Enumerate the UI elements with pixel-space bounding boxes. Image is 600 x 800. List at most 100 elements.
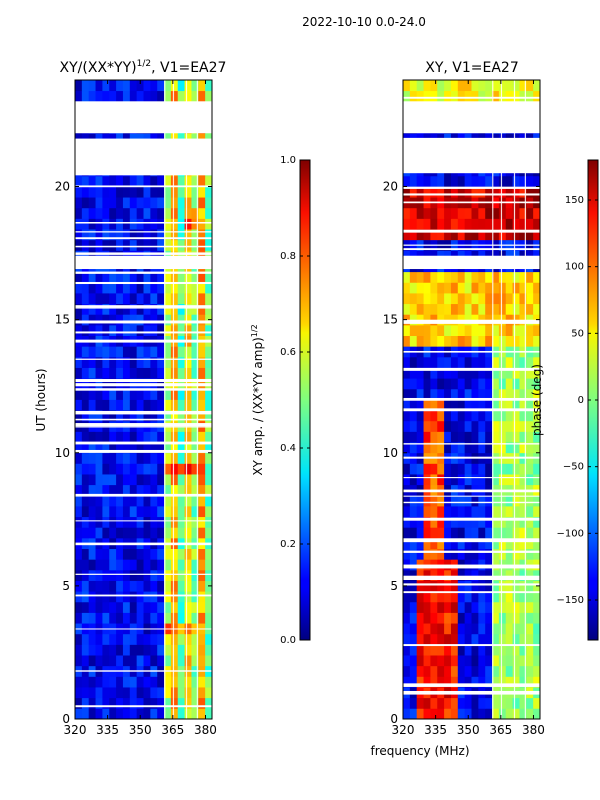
amplitude-cell: [95, 431, 103, 443]
amplitude-cell: [170, 601, 179, 613]
amplitude-flag-line: [75, 222, 212, 224]
amplitude-cell: [95, 282, 103, 294]
phase-cell: [498, 548, 507, 560]
phase-cell: [416, 229, 424, 241]
phase-cell: [505, 410, 513, 422]
amplitude-cell: [81, 356, 90, 368]
amplitude-channel-gap: [185, 80, 188, 719]
amplitude-cell: [191, 90, 199, 102]
phase-flag-line: [403, 685, 540, 687]
amplitude-cell: [81, 442, 90, 454]
phase-cell: [457, 303, 466, 315]
phase-cell: [457, 655, 466, 667]
phase-cell: [403, 399, 411, 411]
amplitude-cell: [116, 569, 124, 581]
phase-cell: [478, 548, 486, 560]
phase-cell: [457, 633, 466, 645]
phase-cell: [498, 676, 507, 688]
amplitude-cell: [129, 282, 138, 294]
phase-cell: [512, 591, 520, 603]
phase-cell: [423, 495, 431, 507]
amplitude-y-label: UT (hours): [34, 368, 48, 431]
phase-cell: [533, 218, 541, 230]
phase-cell: [485, 612, 493, 624]
amplitude-cell: [143, 197, 151, 209]
phase-cell: [498, 378, 507, 390]
phase-cell: [464, 697, 472, 709]
amplitude-cell: [170, 655, 179, 667]
phase-cell: [505, 612, 513, 624]
phase-cell: [430, 431, 438, 443]
amplitude-cell: [75, 506, 83, 518]
amplitude-cell: [109, 548, 117, 560]
phase-cell: [464, 356, 472, 368]
amplitude-cell: [81, 612, 90, 624]
phase-cell: [437, 218, 445, 230]
phase-cell: [403, 293, 411, 305]
amplitude-cell: [116, 474, 124, 486]
amplitude-cell: [75, 644, 83, 656]
phase-cell: [450, 676, 459, 688]
amplitude-cell: [75, 474, 83, 486]
phase-cell: [430, 527, 438, 539]
amplitude-cell: [164, 644, 172, 656]
phase-cell: [492, 527, 500, 539]
amplitude-cell: [184, 239, 192, 251]
amplitude-cell: [170, 324, 179, 336]
amplitude-cell: [136, 527, 144, 539]
phase-cell: [505, 282, 513, 294]
amplitude-cell: [122, 484, 131, 496]
amplitude-cell: [75, 495, 83, 507]
amplitude-cell: [122, 452, 131, 464]
phase-cell: [409, 601, 418, 613]
amplitude-cell: [116, 708, 124, 720]
phase-cell: [505, 335, 513, 347]
phase-cell: [478, 474, 486, 486]
amplitude-cell: [170, 410, 179, 422]
amplitude-cell: [109, 516, 117, 528]
amplitude-cell: [150, 431, 158, 443]
amplitude-cell: [177, 207, 185, 219]
phase-cell: [471, 591, 479, 603]
amplitude-cell: [102, 346, 110, 358]
phase-cell: [505, 537, 513, 549]
amplitude-cell: [198, 80, 206, 92]
phase-cell: [444, 537, 452, 549]
phase-cell: [430, 442, 438, 454]
amplitude-cell: [170, 388, 179, 400]
amplitude-cell: [136, 218, 144, 230]
amplitude-cell: [102, 580, 110, 592]
phase-cell: [416, 580, 424, 592]
phase-cell: [430, 186, 438, 198]
amplitude-cell: [81, 474, 90, 486]
amplitude-cell: [205, 303, 213, 315]
phase-cell: [519, 708, 527, 720]
phase-cell: [403, 324, 411, 336]
amplitude-cell: [170, 527, 179, 539]
amplitude-cell: [109, 655, 117, 667]
phase-cell: [505, 186, 513, 198]
phase-cell: [505, 356, 513, 368]
amplitude-cell: [129, 431, 138, 443]
phase-cell: [464, 665, 472, 677]
amplitude-cell: [150, 367, 158, 379]
amplitude-cell: [136, 431, 144, 443]
phase-cell: [464, 367, 472, 379]
phase-cell: [430, 537, 438, 549]
phase-cell: [478, 644, 486, 656]
amplitude-cell: [177, 612, 185, 624]
phase-cell: [478, 612, 486, 624]
phase-cell: [430, 175, 438, 187]
phase-cell: [526, 378, 534, 390]
amplitude-cell: [136, 452, 144, 464]
amplitude-cell: [95, 80, 103, 92]
phase-cell: [437, 442, 445, 454]
phase-cell: [403, 516, 411, 528]
amplitude-cell: [150, 527, 158, 539]
amplitude-cell: [143, 591, 151, 603]
phase-cell: [403, 335, 411, 347]
phase-cell: [409, 697, 418, 709]
phase-cell: [437, 655, 445, 667]
phase-cell: [533, 697, 541, 709]
amplitude-cell: [170, 239, 179, 251]
